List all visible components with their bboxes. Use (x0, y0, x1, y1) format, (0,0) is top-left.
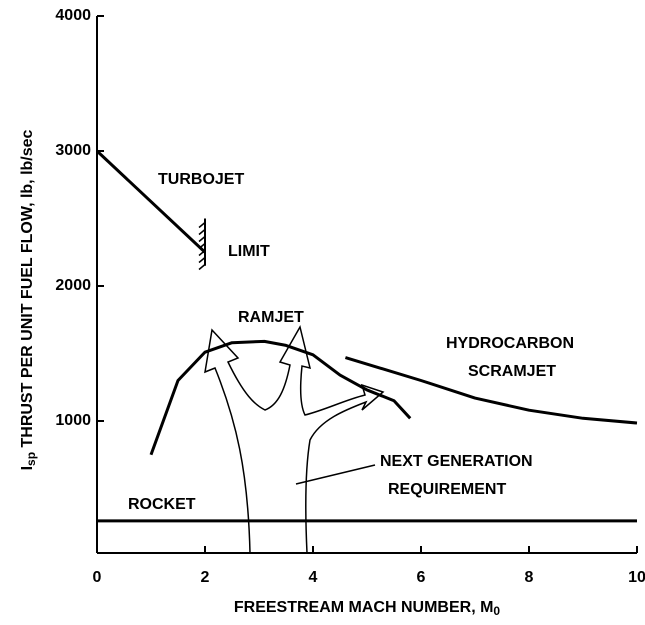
annotation: TURBOJET (158, 171, 244, 188)
y-tick-label: 4000 (55, 7, 91, 24)
annotation: REQUIREMENT (388, 481, 506, 498)
x-tick-label: 8 (525, 569, 534, 586)
x-label-sub: 0 (493, 604, 500, 618)
annotation: ROCKET (128, 496, 196, 513)
y-tick-label: 2000 (55, 277, 91, 294)
series-line (95, 149, 207, 254)
limit-hatch (198, 249, 206, 257)
limit-hatch (198, 235, 206, 243)
x-tick-label: 4 (309, 569, 318, 586)
x-tick-label: 0 (93, 569, 102, 586)
annotation: LIMIT (228, 243, 270, 260)
y-tick-label: 3000 (55, 142, 91, 159)
y-label-rest: THRUST PER UNIT FUEL FLOW, lb, lb/sec (19, 129, 36, 451)
series-line (344, 356, 638, 425)
x-axis-label: FREESTREAM MACH NUMBER, M0 (234, 599, 501, 618)
x-tick-label: 2 (201, 569, 210, 586)
y-tick-label: 1000 (55, 412, 91, 429)
pointer-line (295, 464, 376, 485)
annotation: RAMJET (238, 309, 304, 326)
y-label-sub: sp (24, 452, 38, 466)
limit-hatch (198, 221, 206, 229)
x-tick-label: 6 (417, 569, 426, 586)
annotation: NEXT GENERATION (380, 453, 533, 470)
annotation: HYDROCARBON (446, 335, 574, 352)
limit-hatch (198, 256, 206, 264)
series-line (149, 339, 412, 456)
y-label-main: I (19, 466, 36, 470)
annotation: SCRAMJET (468, 363, 556, 380)
limit-hatch (198, 242, 206, 250)
limit-hatch (198, 263, 206, 271)
x-label-main: FREESTREAM MACH NUMBER, M (234, 599, 494, 616)
next-generation-arrows (204, 324, 385, 554)
y-axis-label: Isp THRUST PER UNIT FUEL FLOW, lb, lb/se… (19, 129, 38, 470)
x-tick-label: 10 (628, 569, 645, 586)
limit-hatch (198, 228, 206, 236)
